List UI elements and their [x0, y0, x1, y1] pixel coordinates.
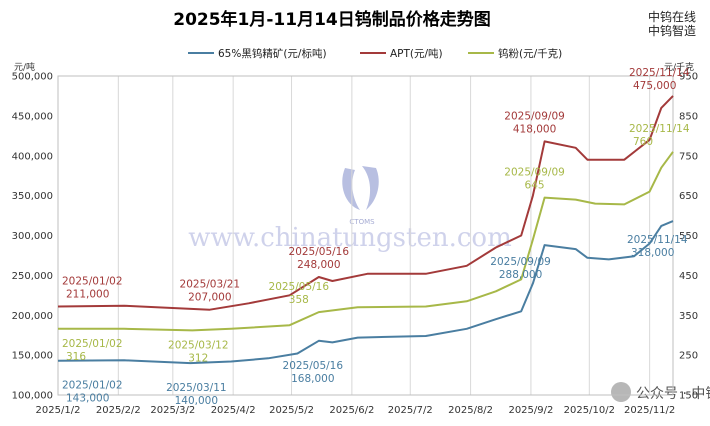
y-right-tick-label: 650 — [679, 191, 698, 202]
left-axis-unit: 元/吨 — [14, 61, 35, 73]
annotation-value: 645 — [525, 180, 545, 192]
y-right-tick-label: 850 — [679, 111, 698, 122]
plot-frame — [57, 75, 674, 396]
annotation-value: 418,000 — [513, 123, 556, 135]
y-right-tick-label: 450 — [679, 271, 698, 282]
annotation-value: 143,000 — [66, 393, 109, 405]
y-left-tick-label: 100,000 — [12, 391, 53, 402]
x-tick-label: 2025/9/2 — [508, 405, 553, 416]
x-tick-label: 2025/2/2 — [96, 405, 141, 416]
annotation-value: 312 — [188, 352, 208, 364]
y-left-tick-label: 450,000 — [12, 111, 53, 122]
x-tick-label: 2025/4/2 — [211, 405, 256, 416]
annotation-value: 211,000 — [66, 288, 109, 300]
legend-label: 65%黑钨精矿(元/标吨) — [218, 47, 327, 60]
legend: 65%黑钨精矿(元/标吨) APT(元/吨) 钨粉(元/千克) — [188, 47, 562, 60]
series-line — [57, 220, 674, 365]
y-left-tick-label: 200,000 — [12, 311, 53, 322]
x-tick-label: 2025/7/2 — [388, 405, 433, 416]
x-tick-label: 2025/10/2 — [564, 405, 615, 416]
annotation-date: 2025/05/16 — [269, 281, 330, 293]
series-line — [57, 95, 674, 311]
x-tick-label: 2025/8/2 — [448, 405, 493, 416]
data-annotations: 2025/01/02143,0002025/03/11140,0002025/0… — [62, 67, 690, 407]
annotation-date: 2025/03/21 — [180, 279, 241, 291]
y-right-tick-label: 750 — [679, 151, 698, 162]
annotation-value: 760 — [633, 136, 653, 148]
x-tick-label: 2025/11/2 — [624, 405, 675, 416]
annotation-value: 316 — [66, 351, 86, 363]
annotation-date: 2025/09/09 — [504, 167, 565, 179]
y-right-tick-label: 150 — [679, 391, 698, 402]
annotation-date: 2025/01/02 — [62, 275, 123, 287]
annotation-value: 168,000 — [291, 373, 334, 385]
annotation-value: 207,000 — [188, 292, 231, 304]
logo-mark-left — [342, 168, 360, 210]
annotation-value: 475,000 — [633, 80, 676, 92]
logo-text: CTOMS — [349, 218, 375, 226]
watermark-site: www.chinatungsten.com — [188, 223, 511, 253]
legend-label: APT(元/吨) — [390, 47, 443, 60]
y-left-tick-label: 300,000 — [12, 231, 53, 242]
chart-title: 2025年1月-11月14日钨制品价格走势图 — [173, 9, 491, 30]
annotation-date: 2025/09/09 — [504, 110, 565, 122]
logo-mark-right — [362, 166, 379, 210]
legend-label: 钨粉(元/千克) — [498, 47, 562, 60]
series-line — [58, 151, 674, 332]
annotation-date: 2025/03/12 — [168, 339, 229, 351]
annotation-value: 318,000 — [631, 247, 674, 259]
x-tick-label: 2025/6/2 — [329, 405, 374, 416]
annotation-date: 2025/01/02 — [62, 338, 123, 350]
y-right-tick-label: 950 — [679, 72, 698, 83]
annotation-date: 2025/05/16 — [289, 246, 350, 258]
y-left-tick-label: 400,000 — [12, 151, 53, 162]
y-right-tick-label: 250 — [679, 351, 698, 362]
x-tick-label: 2025/5/2 — [269, 405, 314, 416]
x-tick-label: 2025/3/2 — [150, 405, 195, 416]
annotation-date: 2025/11/14 — [629, 123, 690, 135]
annotation-value: 140,000 — [175, 395, 218, 407]
annotation-date: 2025/05/16 — [283, 360, 344, 372]
annotation-date: 2025/11/14 — [627, 234, 688, 246]
y-right-tick-label: 350 — [679, 311, 698, 322]
brand-line: 中钨智造 — [648, 23, 696, 38]
y-left-tick-label: 350,000 — [12, 191, 53, 202]
y-right-tick-label: 550 — [679, 231, 698, 242]
annotation-value: 358 — [289, 294, 309, 306]
series-lines — [57, 95, 674, 365]
annotation-value: 288,000 — [499, 269, 542, 281]
annotation-date: 2025/09/09 — [490, 256, 551, 268]
y-left-tick-label: 250,000 — [12, 271, 53, 282]
annotation-date: 2025/03/11 — [166, 382, 227, 394]
y-left-tick-label: 500,000 — [12, 72, 53, 83]
axes: 2025/1/2 2025/2/2 2025/3/2 2025/4/2 2025/5/2… — [12, 72, 698, 417]
annotation-date: 2025/11/14 — [629, 67, 690, 79]
annotation-date: 2025/01/02 — [62, 380, 123, 392]
annotation-value: 248,000 — [297, 259, 340, 271]
x-tick-label: 2025/1/2 — [36, 405, 81, 416]
wechat-icon — [611, 382, 631, 402]
right-axis-unit: 元/千克 — [664, 62, 694, 73]
y-left-tick-label: 150,000 — [12, 351, 53, 362]
brand-line: 中钨在线 — [648, 9, 696, 24]
